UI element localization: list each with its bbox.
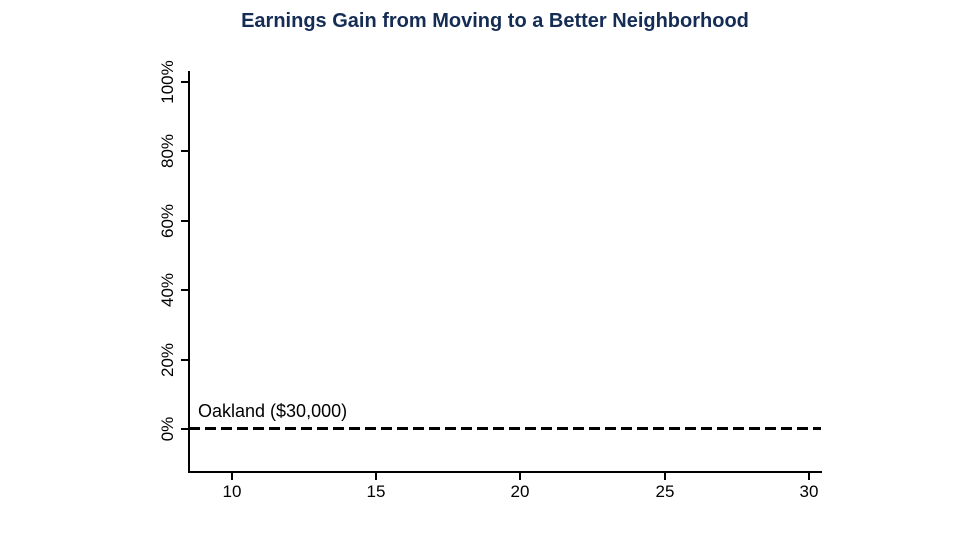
x-tick-25 [664,473,666,480]
x-tick-15 [375,473,377,480]
x-axis-line [188,471,822,473]
y-tick-label-40: 40% [158,272,177,308]
y-tick-0 [181,428,188,430]
x-tick-label-25: 25 [655,482,675,501]
oakland-reference-line [189,427,821,430]
y-tick-label-100: 100% [158,60,177,104]
y-tick-label-0: 0% [158,416,177,442]
y-tick-40 [181,289,188,291]
x-tick-label-15: 15 [366,482,386,501]
y-tick-label-80: 80% [158,133,177,169]
x-tick-10 [231,473,233,480]
y-tick-label-20: 20% [158,342,177,378]
oakland-reference-label: Oakland ($30,000) [198,401,348,421]
chart-title: Earnings Gain from Moving to a Better Ne… [241,10,749,32]
x-tick-20 [519,473,521,480]
y-tick-80 [181,150,188,152]
y-tick-20 [181,359,188,361]
x-tick-label-10: 10 [222,482,242,501]
x-tick-30 [808,473,810,480]
x-tick-label-20: 20 [510,482,530,501]
x-tick-label-30: 30 [799,482,819,501]
y-tick-60 [181,220,188,222]
y-axis-line [188,71,190,473]
y-tick-100 [181,81,188,83]
y-tick-label-60: 60% [158,203,177,239]
